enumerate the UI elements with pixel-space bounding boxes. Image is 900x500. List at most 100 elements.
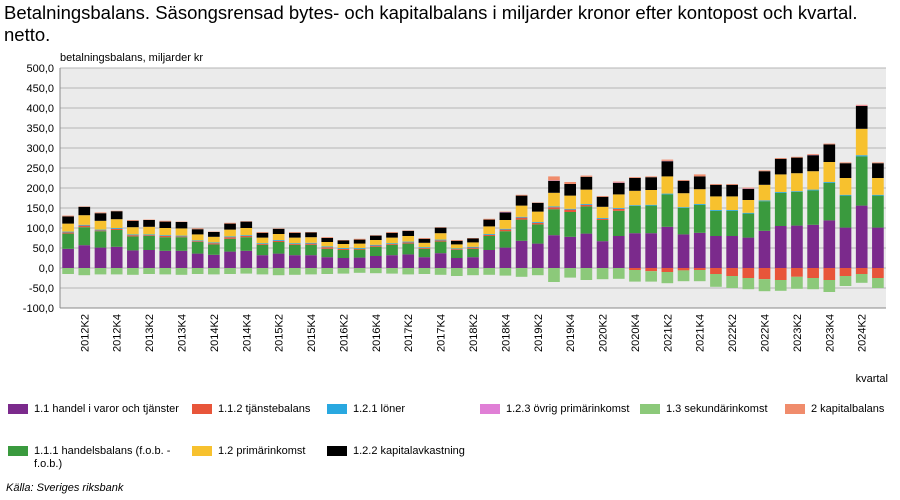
x-tick-label: 2019K2 [533,314,545,352]
bar-segment [418,268,431,274]
bar-segment [143,268,155,274]
bar-segment [531,224,544,244]
x-tick-label: 2023K4 [824,314,836,352]
bar-segment [807,190,819,225]
bar-segment [127,220,139,221]
bar-segment [515,219,528,241]
bar-segment [564,268,577,278]
bar-segment [143,220,155,227]
bar-segment [823,143,836,145]
bar-segment [62,215,74,217]
bar-segment [224,223,236,230]
bar-segment [402,241,415,243]
bar-segment [94,247,107,268]
bar-segment [418,248,431,258]
bar-segment [175,222,188,229]
legend-swatch [192,446,212,456]
bar-segment [855,156,868,206]
legend-item: 1.3 sekundärinkomst [640,403,820,416]
bar-segment [110,219,123,228]
bar-segment [337,248,350,249]
legend-label: 1.1.1 handelsbalans (f.o.b. - f.o.b.) [34,445,171,470]
bar-segment [208,232,220,237]
bar-segment [677,193,690,208]
bar-segment [807,155,819,172]
bar-segment [191,242,204,254]
y-tick-label: -100,0 [23,303,54,315]
bar-segment [580,204,593,205]
x-tick-label: 2024K2 [857,314,869,352]
y-tick-label: 300,0 [26,143,54,155]
bar-segment [62,216,74,224]
y-tick-label: 50,0 [33,243,54,255]
x-tick-label: 2020K4 [630,314,642,352]
bar-segment [531,211,544,222]
x-tick-label: 2012K2 [79,314,91,352]
bar-segment [418,242,431,248]
bar-segment [240,235,253,236]
legend-swatch [192,404,212,414]
bar-segment [353,238,366,240]
bar-segment [710,274,722,287]
bar-segment [321,246,334,248]
y-tick-label: 400,0 [26,103,54,115]
bar-segment [256,237,269,244]
bar-segment [726,184,738,197]
bar-segment [726,210,738,211]
bar-segment [742,268,755,278]
bar-segment [191,241,204,242]
bar-segment [127,250,139,268]
bar-segment [256,243,269,244]
bar-segment [224,237,236,239]
bar-segment [872,163,884,178]
legend-swatch [640,404,660,414]
bar-segment [208,268,220,275]
bar-segment [548,206,560,208]
bar-segment [175,250,188,268]
bar-segment [175,228,188,236]
bar-segment [321,247,334,249]
bar-segment [612,182,625,195]
bar-segment [791,268,803,277]
bar-segment [807,268,819,278]
bar-segment [661,268,674,272]
bar-segment [62,231,74,233]
bar-segment [499,229,512,232]
bar-segment [661,194,674,227]
bar-segment [337,248,350,250]
bar-segment [596,206,609,218]
bar-segment [110,268,123,275]
bar-segment [175,235,188,237]
bar-segment [629,178,641,191]
y-tick-label: 500,0 [26,63,54,75]
bar-segment [612,208,625,211]
bar-segment [159,268,172,275]
bar-segment [224,229,236,237]
bar-segment [855,205,868,268]
bar-segment [823,220,836,268]
bar-segment [564,182,577,184]
bar-segment [305,232,317,238]
bar-segment [710,196,722,210]
bar-segment [548,209,560,236]
bar-segment [127,236,139,251]
legend-item: 1.2.1 löner [327,403,507,416]
bar-segment [78,225,91,228]
bar-segment [548,268,560,282]
legend-swatch [327,446,347,456]
bar-segment [110,246,123,268]
x-tick-label: 2023K2 [792,314,804,352]
bar-segment [353,243,366,248]
bar-segment [467,247,479,249]
bar-segment [758,171,771,185]
bar-segment [596,220,609,242]
bar-segment [791,173,803,192]
bar-segment [629,177,641,178]
bar-segment [224,268,236,274]
bar-segment [612,236,625,268]
x-tick-label: 2018K2 [468,314,480,352]
bar-segment [677,207,690,208]
bar-segment [693,270,706,282]
bar-segment [127,234,139,236]
chart-title: Betalningsbalans. Säsongsrensad bytes- o… [4,2,858,45]
